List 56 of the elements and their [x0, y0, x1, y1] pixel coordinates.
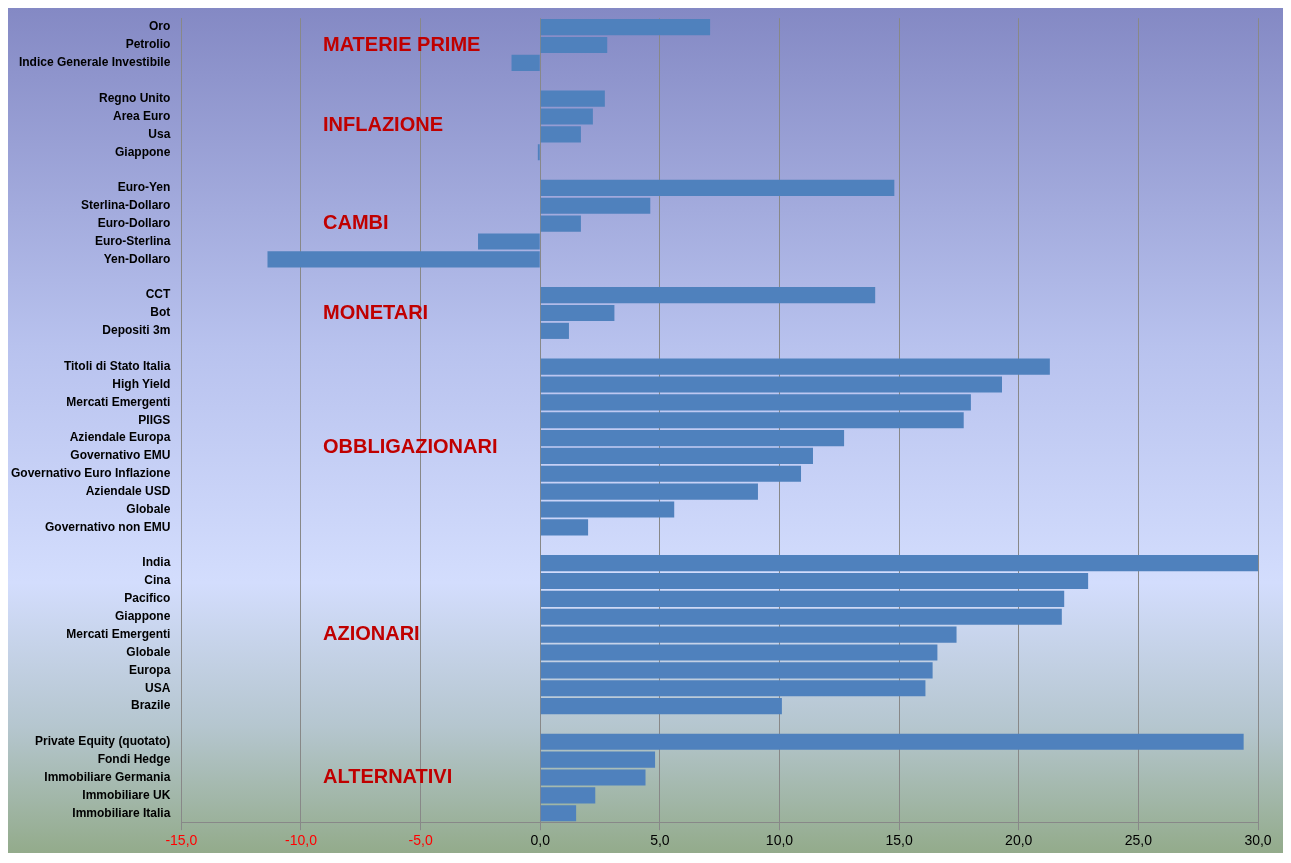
y-tick-label: Sterlina-Dollaro — [81, 198, 171, 213]
y-tick-label: Yen-Dollaro — [103, 251, 171, 266]
y-tick-label: Governativo EMU — [70, 448, 171, 463]
x-tick-label: 0,0 — [530, 832, 551, 849]
y-tick-label: Euro-Yen — [117, 180, 171, 195]
x-tick-label: 30,0 — [1244, 832, 1272, 849]
y-tick-label: Aziendale Europa — [69, 430, 171, 445]
y-tick-label: Mercati Emergenti — [66, 394, 171, 409]
y-tick-label: Regno Unito — [99, 90, 171, 105]
y-tick-label: High Yield — [112, 376, 171, 391]
x-tick-label: 15,0 — [885, 832, 913, 849]
y-tick-label: Immobiliare Italia — [72, 805, 171, 820]
x-tick-label: 10,0 — [765, 832, 794, 849]
y-tick-label: Giappone — [115, 144, 171, 159]
x-tick-label: 25,0 — [1124, 832, 1153, 849]
y-tick-label: Governativo non EMU — [45, 519, 171, 534]
y-tick-label: Oro — [149, 19, 171, 34]
y-tick-label: Pacifico — [124, 591, 171, 606]
y-tick-label: India — [142, 555, 171, 570]
y-tick-label: Europa — [129, 662, 171, 677]
y-tick-label: Immobiliare UK — [82, 787, 171, 802]
y-tick-label: USA — [145, 680, 171, 695]
y-tick-label: Giappone — [115, 609, 171, 624]
y-tick-label: Usa — [148, 126, 171, 141]
x-tick-label: -10,0 — [285, 832, 318, 849]
annotation: OBBLIGAZIONARI — [323, 434, 498, 457]
y-tick-label: Area Euro — [113, 108, 171, 123]
y-tick-label: PIIGS — [138, 412, 171, 427]
x-tick-label: -15,0 — [165, 832, 198, 849]
y-tick-label: Euro-Sterlina — [95, 233, 171, 248]
x-tick-label: -5,0 — [408, 832, 433, 849]
y-tick-label: Euro-Dollaro — [97, 215, 171, 230]
y-tick-label: Cina — [144, 573, 171, 588]
y-tick-label: Mercati Emergenti — [66, 626, 171, 641]
y-tick-label: Titoli di Stato Italia — [63, 358, 171, 373]
annotation: MONETARI — [323, 300, 429, 323]
annotation: CAMBI — [323, 211, 389, 234]
y-tick-label: Private Equity (quotato) — [35, 734, 171, 749]
y-tick-label: Indice Generale Investibile — [18, 55, 171, 70]
y-tick-label: Brazile — [131, 698, 171, 713]
annotation: MATERIE PRIME — [323, 32, 481, 55]
x-tick-label: 5,0 — [650, 832, 670, 849]
annotation: INFLAZIONE — [323, 112, 443, 135]
y-tick-label: Petrolio — [125, 37, 171, 52]
x-tick-label: 20,0 — [1005, 832, 1033, 849]
y-tick-label: Fondi Hedge — [97, 751, 171, 766]
annotation: AZIONARI — [323, 622, 420, 645]
y-tick-label: Aziendale USD — [85, 483, 171, 498]
annotation: ALTERNATIVI — [323, 765, 453, 788]
y-tick-label: Immobiliare Germania — [44, 769, 171, 784]
y-tick-label: Globale — [126, 644, 171, 659]
y-tick-label: CCT — [145, 287, 172, 302]
y-tick-label: Depositi 3m — [102, 323, 171, 338]
y-tick-label: Governativo Euro Inflazione — [11, 466, 171, 481]
y-tick-label: Globale — [126, 501, 171, 516]
y-tick-label: Bot — [150, 305, 171, 320]
